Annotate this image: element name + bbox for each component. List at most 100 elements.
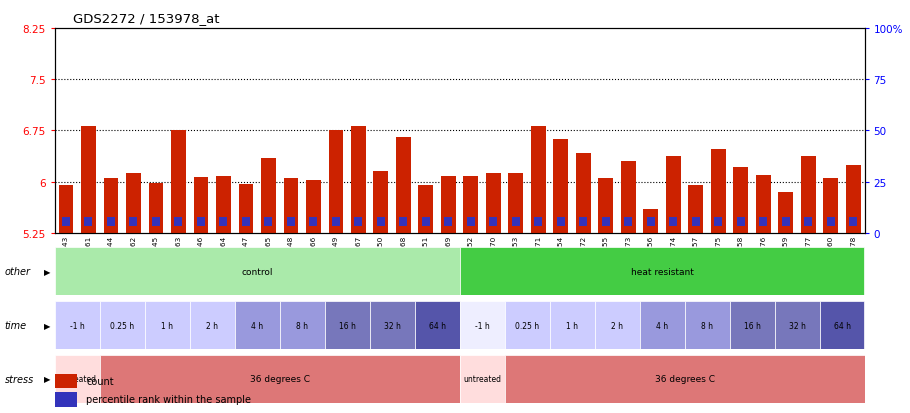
Text: 8 h: 8 h [701, 321, 713, 330]
Bar [189, 301, 235, 349]
Text: 0.25 h: 0.25 h [515, 321, 539, 330]
Text: 1 h: 1 h [161, 321, 173, 330]
Bar [756, 176, 771, 233]
Bar [759, 218, 767, 227]
Bar [640, 301, 684, 349]
Bar [261, 158, 276, 233]
Bar [643, 209, 658, 233]
Bar [369, 301, 415, 349]
Bar [171, 131, 186, 233]
Bar [419, 186, 433, 233]
Bar [714, 218, 723, 227]
Bar [778, 192, 794, 233]
Text: stress: stress [5, 374, 34, 384]
Text: count: count [86, 376, 114, 386]
Bar [106, 218, 115, 227]
Bar [175, 218, 182, 227]
Text: other: other [5, 266, 31, 277]
Bar [820, 301, 864, 349]
Bar [576, 154, 591, 233]
Bar [511, 218, 520, 227]
Bar [621, 162, 635, 233]
Text: 64 h: 64 h [834, 321, 851, 330]
Text: 2 h: 2 h [611, 321, 623, 330]
Bar [580, 218, 587, 227]
Bar [152, 218, 160, 227]
Bar [467, 218, 475, 227]
Bar [553, 140, 568, 233]
Bar [55, 355, 99, 403]
Bar [235, 301, 279, 349]
Bar [99, 301, 145, 349]
Bar [399, 218, 408, 227]
Bar [460, 301, 504, 349]
Text: 32 h: 32 h [384, 321, 400, 330]
Bar [737, 218, 744, 227]
Text: ▶: ▶ [44, 375, 50, 383]
Bar [126, 174, 141, 233]
Text: 4 h: 4 h [656, 321, 668, 330]
Bar [194, 178, 208, 233]
Text: heat resistant: heat resistant [631, 267, 693, 276]
Text: 0.25 h: 0.25 h [110, 321, 134, 330]
Bar [219, 218, 228, 227]
Bar [824, 179, 838, 233]
Bar [332, 218, 339, 227]
Text: 64 h: 64 h [429, 321, 446, 330]
Bar [99, 355, 460, 403]
Bar [325, 301, 369, 349]
Bar [460, 248, 864, 295]
Bar [373, 172, 389, 233]
Text: ▶: ▶ [44, 267, 50, 276]
Bar [242, 218, 250, 227]
Bar [129, 218, 137, 227]
Bar [309, 218, 318, 227]
Bar [624, 218, 632, 227]
Bar [733, 168, 748, 233]
Text: 1 h: 1 h [566, 321, 578, 330]
Bar [730, 301, 774, 349]
Bar [58, 186, 73, 233]
Bar [444, 218, 452, 227]
Bar [504, 301, 550, 349]
Bar [460, 355, 504, 403]
Text: 16 h: 16 h [339, 321, 356, 330]
Bar [148, 184, 163, 233]
Bar [774, 301, 820, 349]
Bar [531, 126, 546, 233]
Bar [62, 218, 70, 227]
Bar [846, 165, 861, 233]
Bar [509, 174, 523, 233]
Bar [197, 218, 205, 227]
Text: control: control [241, 267, 273, 276]
Text: GDS2272 / 153978_at: GDS2272 / 153978_at [73, 12, 219, 25]
Bar [550, 301, 594, 349]
Bar [354, 218, 362, 227]
Bar [804, 218, 813, 227]
Bar [329, 131, 343, 233]
Bar [264, 218, 272, 227]
Text: -1 h: -1 h [475, 321, 490, 330]
Bar [666, 157, 681, 233]
Bar [692, 218, 700, 227]
Text: time: time [5, 320, 26, 330]
Bar [55, 392, 77, 407]
Text: percentile rank within the sample: percentile rank within the sample [86, 394, 251, 404]
Bar [145, 301, 189, 349]
Bar [377, 218, 385, 227]
Bar [284, 179, 298, 233]
Bar [85, 218, 93, 227]
Bar [602, 218, 610, 227]
Bar [396, 138, 410, 233]
Bar [463, 177, 478, 233]
Bar [689, 186, 703, 233]
Bar [55, 374, 77, 388]
Text: -1 h: -1 h [70, 321, 85, 330]
Bar [238, 184, 253, 233]
Text: ▶: ▶ [44, 321, 50, 330]
Bar [486, 174, 501, 233]
Bar [415, 301, 460, 349]
Bar [849, 218, 857, 227]
Bar [594, 301, 640, 349]
Bar [306, 181, 320, 233]
